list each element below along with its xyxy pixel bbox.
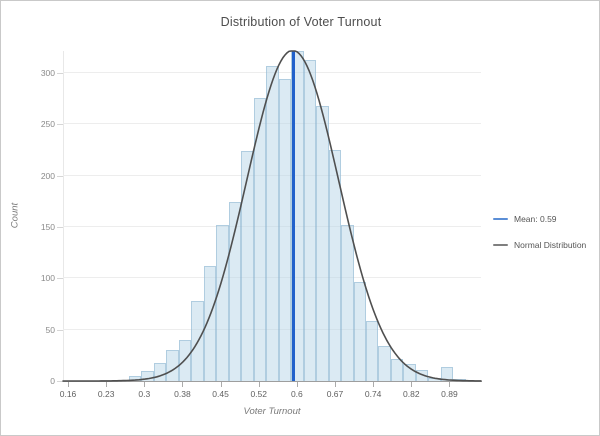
normal-distribution-swatch xyxy=(493,244,508,246)
x-tick-mark xyxy=(258,382,260,387)
x-tick-label: 0.52 xyxy=(250,389,267,399)
y-tick-label: 200 xyxy=(40,170,55,181)
x-axis-title: Voter Turnout xyxy=(243,406,301,417)
legend: Mean: 0.59 Normal Distribution xyxy=(493,214,586,266)
x-axis-line xyxy=(63,381,482,382)
plot-area xyxy=(62,50,482,382)
y-tick-label: 100 xyxy=(40,273,55,284)
histogram-bar xyxy=(341,224,354,381)
chart-title: Distribution of Voter Turnout xyxy=(220,15,382,29)
y-axis-line xyxy=(63,51,64,381)
x-tick-mark xyxy=(144,382,146,387)
x-tick-mark xyxy=(106,382,108,387)
x-tick-mark xyxy=(373,382,375,387)
x-tick-mark xyxy=(449,382,451,387)
legend-label-mean: Mean: 0.59 xyxy=(514,214,557,224)
histogram-bar xyxy=(440,366,454,381)
x-tick-label: 0.67 xyxy=(326,389,344,399)
x-tick-mark xyxy=(220,382,222,387)
mean-line-swatch xyxy=(493,218,508,220)
y-tick-mark xyxy=(57,278,63,280)
histogram-bar xyxy=(141,370,154,381)
histogram-bar xyxy=(365,321,379,381)
y-tick-mark xyxy=(57,329,63,331)
histogram-bar xyxy=(128,375,142,381)
y-tick-label: 50 xyxy=(45,324,55,335)
y-tick-label: 150 xyxy=(40,221,55,232)
x-tick-label: 0.23 xyxy=(97,389,115,399)
y-tick-label: 0 xyxy=(50,376,55,386)
histogram-bar xyxy=(203,266,217,381)
x-tick-mark xyxy=(68,382,70,387)
normal-distribution-curve xyxy=(62,50,482,382)
histogram-bar xyxy=(353,282,366,381)
histogram-bar xyxy=(278,79,292,381)
x-tick-label: 0.6 xyxy=(290,389,303,399)
y-tick-mark xyxy=(57,72,63,74)
mean-line xyxy=(291,51,295,381)
x-tick-mark xyxy=(335,382,336,387)
legend-item-normal-distribution[interactable]: Normal Distribution xyxy=(493,240,586,250)
x-tick-label: 0.45 xyxy=(212,389,229,399)
x-tick-label: 0.82 xyxy=(403,389,420,399)
y-axis-title: Count xyxy=(9,202,21,229)
y-tick-label: 300 xyxy=(40,67,55,78)
y-tick-label: 250 xyxy=(40,119,55,130)
x-tick-label: 0.38 xyxy=(174,389,191,399)
x-tick-label: 0.74 xyxy=(364,389,382,399)
histogram-bar xyxy=(316,105,329,381)
y-tick-mark xyxy=(57,124,63,126)
histogram-bar xyxy=(378,346,391,381)
histogram-bar xyxy=(228,202,242,381)
x-tick-mark xyxy=(411,382,413,387)
y-tick-mark xyxy=(57,226,63,228)
y-tick-mark xyxy=(57,381,63,382)
x-tick-mark xyxy=(296,382,298,387)
histogram-bar xyxy=(266,65,279,381)
x-tick-label: 0.3 xyxy=(138,389,151,399)
x-tick-mark xyxy=(182,382,184,387)
histogram-bar xyxy=(241,151,254,381)
x-tick-label: 0.89 xyxy=(441,389,458,399)
legend-label-normal-distribution: Normal Distribution xyxy=(514,240,587,250)
histogram-bar xyxy=(216,224,229,381)
histogram-bar xyxy=(328,149,342,381)
histogram-bar xyxy=(253,97,267,381)
y-tick-mark xyxy=(57,175,63,177)
histogram-bar xyxy=(390,359,404,381)
x-tick-label: 0.16 xyxy=(59,389,77,399)
histogram-bar xyxy=(303,59,317,381)
legend-item-mean[interactable]: Mean: 0.59 xyxy=(493,214,586,224)
